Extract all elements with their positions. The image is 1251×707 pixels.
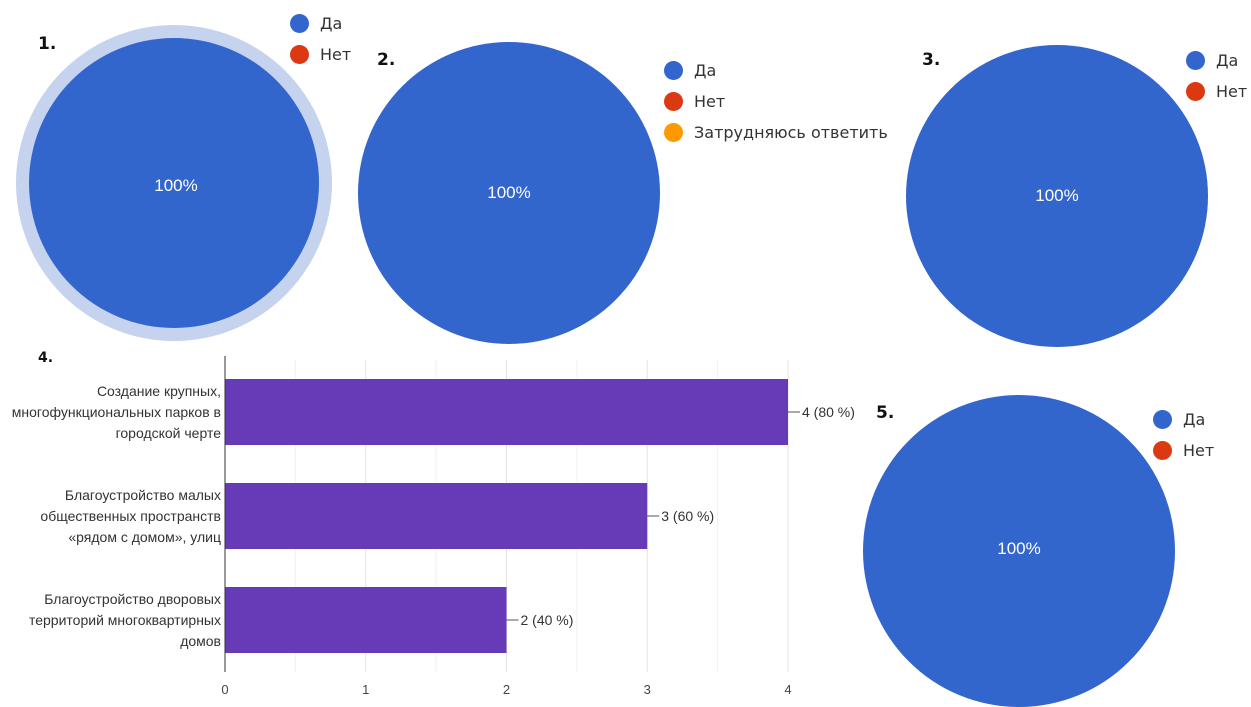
x-tick-label: 4 [784, 682, 791, 697]
data-label: 4 (80 %) [802, 404, 855, 420]
legend-item-no[interactable]: Нет [290, 39, 351, 70]
category-label: Создание крупных, многофункциональных пар… [12, 383, 221, 441]
legend-swatch-blue [1186, 51, 1205, 70]
x-tick-label: 1 [362, 682, 369, 697]
legend-label: Нет [1216, 82, 1248, 101]
legend-swatch-red [1186, 82, 1205, 101]
chart-number-3: 3. [922, 50, 941, 70]
legend-item-yes[interactable]: Да [290, 8, 351, 39]
legend-label: Нет [320, 45, 352, 64]
legend-label: Да [694, 61, 717, 80]
legend-item-no[interactable]: Нет [664, 86, 888, 117]
pie-2-data-label: 100% [487, 183, 531, 202]
legend-swatch-blue [664, 61, 683, 80]
pie-1-data-label: 100% [154, 176, 198, 195]
legend-item-unsure[interactable]: Затрудняюсь ответить [664, 117, 888, 148]
bar[interactable] [225, 483, 648, 549]
legend-label: Затрудняюсь ответить [694, 123, 888, 142]
legend-swatch-blue [1153, 410, 1172, 429]
legend-item-yes[interactable]: Да [1153, 404, 1214, 435]
legend-label: Да [320, 14, 343, 33]
pie-1-slice-yes[interactable] [29, 38, 319, 328]
pie-3-data-label: 100% [1035, 186, 1079, 205]
legend-label: Да [1216, 51, 1239, 70]
chart-number-5: 5. [876, 403, 895, 423]
legend-swatch-orange [664, 123, 683, 142]
legend-item-no[interactable]: Нет [1186, 76, 1247, 107]
chart-number-1: 1. [38, 34, 57, 54]
data-label: 3 (60 %) [661, 508, 714, 524]
pie-5-data-label: 100% [997, 539, 1041, 558]
pie-1-legend: Да Нет [290, 8, 351, 70]
data-label: 2 (40 %) [521, 612, 574, 628]
chart-number-4: 4. [38, 350, 54, 366]
pie-5-slice-yes[interactable] [863, 395, 1175, 707]
category-label: Благоустройство дворовых территорий много… [29, 591, 221, 649]
chart-number-2: 2. [377, 50, 396, 70]
x-tick-label: 2 [503, 682, 510, 697]
pie-2-legend: Да Нет Затрудняюсь ответить [664, 55, 888, 148]
bar[interactable] [225, 587, 507, 653]
legend-label: Да [1183, 410, 1206, 429]
pie-2-slice-yes[interactable] [358, 42, 660, 344]
legend-item-no[interactable]: Нет [1153, 435, 1214, 466]
pie-5-legend: Да Нет [1153, 404, 1214, 466]
legend-swatch-red [290, 45, 309, 64]
legend-swatch-red [1153, 441, 1172, 460]
legend-item-yes[interactable]: Да [664, 55, 888, 86]
legend-swatch-red [664, 92, 683, 111]
bar-chart-4-plot: 0 1 2 3 4 Создание крупных, многофункциональны… [12, 356, 855, 697]
legend-item-yes[interactable]: Да [1186, 45, 1247, 76]
legend-swatch-blue [290, 14, 309, 33]
pie-3-legend: Да Нет [1186, 45, 1247, 107]
legend-label: Нет [1183, 441, 1215, 460]
x-tick-label: 0 [221, 682, 228, 697]
category-label: Благоустройство малых общественных простр… [40, 487, 221, 545]
x-tick-label: 3 [644, 682, 651, 697]
bar[interactable] [225, 379, 788, 445]
legend-label: Нет [694, 92, 726, 111]
pie-3-slice-yes[interactable] [906, 45, 1208, 347]
